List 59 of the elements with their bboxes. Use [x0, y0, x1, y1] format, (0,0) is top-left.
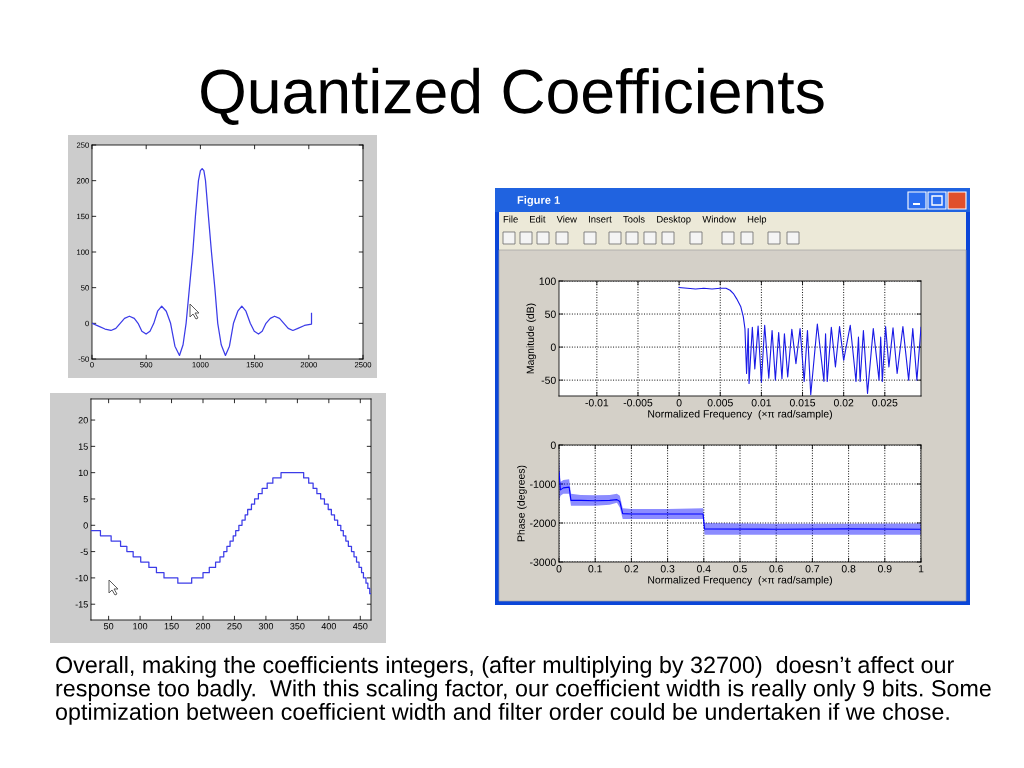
x-tick-label: 0.015: [789, 399, 816, 407]
x-tick-label: 0.1: [588, 565, 602, 573]
x-tick-label: 0.02: [833, 399, 854, 407]
y-tick-label: 10: [78, 469, 88, 477]
x-tick-label: 0.8: [841, 565, 856, 573]
y-axis-title: Magnitude (dB): [526, 303, 537, 374]
y-tick-label: -10: [75, 574, 88, 582]
y-tick-label: 0: [550, 343, 556, 351]
x-tick-label: 200: [195, 623, 211, 630]
y-tick-label: 20: [78, 417, 88, 424]
x-tick-label: 100: [133, 623, 148, 630]
y-tick-label: -2000: [530, 519, 556, 527]
y-axis-title: Phase (degrees): [517, 465, 527, 542]
x-tick-label: 0.4: [696, 565, 711, 573]
y-tick-label: -50: [541, 376, 556, 385]
x-axis-title: Normalized Frequency (×π rad/sample): [648, 409, 832, 420]
y-tick-label: 50: [545, 310, 556, 318]
x-axis-title: Normalized Frequency (×π rad/sample): [648, 575, 832, 586]
y-tick-label: 0: [83, 522, 88, 529]
text: Figure 1: [517, 195, 560, 207]
x-tick-label: 0.01: [751, 399, 772, 407]
x-tick-label: -0.01: [585, 399, 609, 407]
x-tick-label: 0.2: [624, 565, 639, 573]
text: Help: [747, 215, 767, 225]
y-tick-label: 5: [83, 496, 88, 503]
y-tick-label: -15: [75, 601, 88, 608]
y-tick-label: -1000: [530, 480, 556, 488]
x-tick-label: 450: [352, 623, 368, 630]
text: View: [556, 215, 577, 223]
x-tick-label: 0.5: [733, 565, 747, 573]
y-tick-label: -5: [80, 548, 88, 555]
text: Edit: [530, 215, 546, 223]
y-tick-label: 15: [78, 443, 88, 450]
text: Quantized Coefficients: [201, 67, 824, 125]
y-tick-label: 0: [550, 441, 556, 449]
x-tick-label: 150: [164, 623, 179, 630]
text: Window: [702, 215, 736, 223]
x-tick-label: 0: [556, 565, 562, 573]
text: File: [503, 215, 518, 223]
y-tick-label: -3000: [530, 558, 556, 566]
x-tick-label: -0.005: [623, 399, 653, 407]
x-tick-label: 400: [321, 623, 337, 630]
x-tick-label: 0.6: [769, 565, 783, 573]
x-tick-label: 350: [290, 623, 305, 630]
x-tick-label: 0.7: [805, 565, 820, 573]
text: Tools: [623, 215, 645, 223]
x-tick-label: 1: [918, 565, 924, 573]
x-tick-label: 300: [258, 623, 274, 630]
x-tick-label: 50: [103, 623, 114, 630]
x-tick-label: 0.9: [877, 565, 892, 573]
x-tick-label: 0.005: [707, 399, 733, 407]
text: Insert: [589, 215, 612, 223]
text: Desktop: [657, 215, 691, 225]
x-tick-label: 250: [227, 623, 242, 630]
x-tick-label: 0: [676, 399, 682, 407]
text: Overall, making the coefficients integers, (after multiplying by 32700) doesn’t affect our response too badly. With this scaling factor, our coefficient width is really only 9 bits. Some optimization between coefficient width and filter order could be undertaken if we chose.: [55, 656, 991, 725]
x-tick-label: 0.3: [660, 565, 675, 573]
y-tick-label: 100: [539, 277, 556, 285]
x-tick-label: 0.025: [872, 399, 898, 407]
